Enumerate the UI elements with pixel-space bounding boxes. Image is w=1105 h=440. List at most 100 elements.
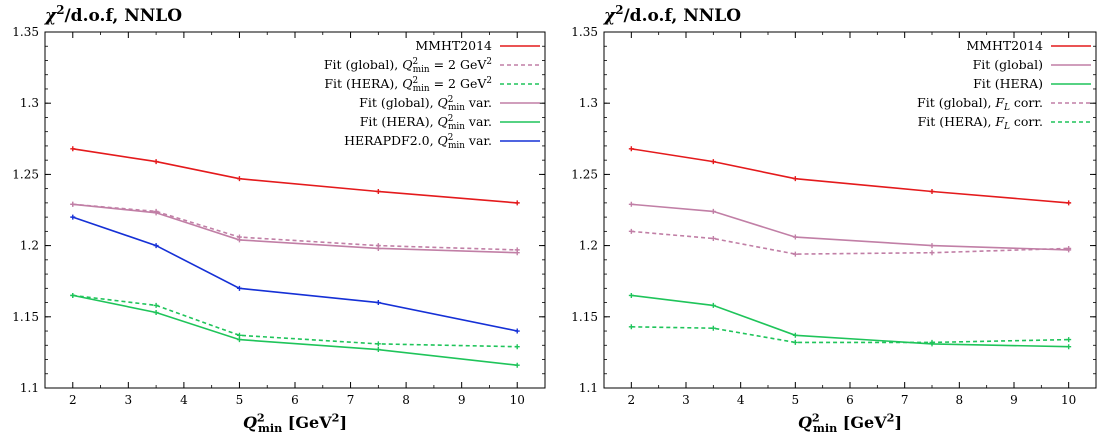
y-tick-label: 1.3 <box>20 96 39 110</box>
x-tick-label: 9 <box>1010 393 1018 407</box>
data-point <box>628 228 634 234</box>
x-tick-label: 2 <box>69 393 77 407</box>
data-point <box>628 324 634 330</box>
series-line <box>72 294 518 348</box>
x-tick-label: 5 <box>236 393 244 407</box>
x-tick-label: 9 <box>458 393 466 407</box>
series-line <box>72 148 518 204</box>
y-tick-label: 1.1 <box>20 381 39 395</box>
legend-label: Fit (global), Q2 min var. <box>359 95 492 113</box>
data-point <box>710 235 716 241</box>
data-point <box>375 188 381 194</box>
series-line <box>72 203 518 254</box>
x-tick-label: 8 <box>956 393 964 407</box>
legend-label: HERAPDF2.0, Q2 min var. <box>344 133 492 151</box>
data-point <box>710 325 716 331</box>
x-tick-label: 3 <box>682 393 690 407</box>
data-point <box>236 332 242 338</box>
x-axis-label: Q2 min [GeV2] <box>243 411 347 435</box>
data-point <box>1066 344 1072 350</box>
data-point <box>514 200 520 206</box>
y-tick-label: 1.25 <box>571 167 598 181</box>
y-tick-label: 1.35 <box>571 25 598 39</box>
x-tick-label: 10 <box>1061 393 1076 407</box>
data-point <box>153 302 159 308</box>
chart-right: χ2/d.o.f, NNLO 1.1 1.15 1.2 1.25 1.3 1.35 2 3 4 5 6… <box>571 3 1097 435</box>
data-point <box>1066 337 1072 343</box>
data-point <box>792 234 798 240</box>
series-line <box>631 203 1069 251</box>
data-point <box>236 176 242 182</box>
series-line <box>631 326 1069 344</box>
data-point <box>514 344 520 350</box>
y-tick-label: 1.2 <box>579 239 598 253</box>
data-point <box>153 159 159 165</box>
data-point <box>710 159 716 165</box>
data-point <box>70 214 76 220</box>
data-point <box>929 250 935 256</box>
y-tick-label: 1.35 <box>12 25 39 39</box>
x-tick-label: 6 <box>291 393 299 407</box>
data-point <box>375 245 381 251</box>
data-point <box>236 285 242 291</box>
x-tick-label: 3 <box>125 393 133 407</box>
data-point <box>929 243 935 249</box>
legend-label: MMHT2014 <box>415 38 492 53</box>
legend-label: Fit (HERA), FL corr. <box>918 114 1043 132</box>
data-point <box>153 310 159 316</box>
data-point <box>375 300 381 306</box>
x-tick-label: 6 <box>846 393 854 407</box>
series-line <box>631 294 1069 348</box>
data-point <box>375 347 381 353</box>
data-point <box>375 341 381 347</box>
y-tick-label: 1.3 <box>579 96 598 110</box>
data-point <box>1066 245 1072 251</box>
chart-title: χ2/d.o.f, NNLO <box>44 3 182 26</box>
data-point <box>70 146 76 152</box>
chart-left: χ2/d.o.f, NNLO 1.1 1.15 1.2 1.25 1.3 1.35 2 3 4 5 6… <box>12 3 546 435</box>
legend-label: Fit (HERA), Q2 min var. <box>360 114 492 132</box>
x-tick-label: 4 <box>737 393 745 407</box>
x-tick-label: 4 <box>180 393 188 407</box>
x-tick-label: 8 <box>402 393 410 407</box>
legend-label: Fit (global), Q2 min = 2 GeV2 <box>324 57 492 75</box>
data-point <box>929 339 935 345</box>
y-tick-label: 1.2 <box>20 239 39 253</box>
data-point <box>514 362 520 368</box>
series-line <box>72 294 518 366</box>
data-point <box>710 208 716 214</box>
data-point <box>236 237 242 243</box>
x-tick-label: 7 <box>347 393 355 407</box>
series-line <box>72 216 518 332</box>
chart-title: χ2/d.o.f, NNLO <box>603 3 741 26</box>
data-point <box>514 250 520 256</box>
y-tick-label: 1.15 <box>571 310 598 324</box>
x-tick-label: 7 <box>901 393 909 407</box>
data-point <box>628 146 634 152</box>
y-tick-label: 1.15 <box>12 310 39 324</box>
data-point <box>792 251 798 257</box>
data-point <box>70 201 76 207</box>
legend-label: Fit (HERA), Q2 min = 2 GeV2 <box>324 76 492 94</box>
data-point <box>1066 200 1072 206</box>
data-point <box>792 332 798 338</box>
data-point <box>710 302 716 308</box>
x-tick-label: 2 <box>628 393 636 407</box>
legend-label: Fit (global), FL corr. <box>917 95 1043 113</box>
data-point <box>514 328 520 334</box>
y-tick-label: 1.25 <box>12 167 39 181</box>
data-point <box>792 176 798 182</box>
data-point <box>792 339 798 345</box>
x-tick-label: 10 <box>510 393 525 407</box>
data-point <box>929 188 935 194</box>
x-axis-label: Q2 min [GeV2] <box>798 411 902 435</box>
data-point <box>628 292 634 298</box>
data-point <box>70 292 76 298</box>
series-line <box>631 148 1069 204</box>
data-point <box>153 243 159 249</box>
data-point <box>236 337 242 343</box>
y-tick-label: 1.1 <box>579 381 598 395</box>
legend-label: Fit (global) <box>973 57 1043 72</box>
data-point <box>153 210 159 216</box>
